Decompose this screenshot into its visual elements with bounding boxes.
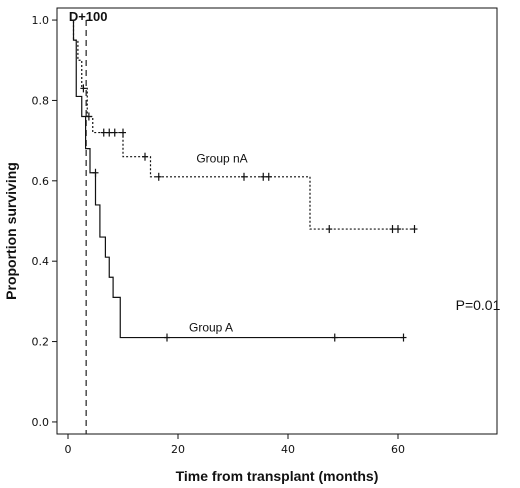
x-tick-label-1: 20 xyxy=(171,443,185,456)
y-tick-label-4: 0.8 xyxy=(32,94,50,107)
series-annotation-0: Group nA xyxy=(196,152,247,166)
axes: 0.0 0.2 0.4 0.6 0.8 1.0 0 20 40 60 Time from trans… xyxy=(3,7,498,484)
y-axis-title: Proportion surviving xyxy=(3,162,19,300)
series-line-1 xyxy=(70,19,404,339)
y-tick-label-1: 0.2 xyxy=(32,336,50,349)
y-tick-label-3: 0.6 xyxy=(32,175,50,188)
x-tick-label-2: 40 xyxy=(281,443,295,456)
y-tick-label-0: 0.0 xyxy=(32,416,50,429)
plot-frame xyxy=(56,7,498,435)
x-tick-label-0: 0 xyxy=(65,443,72,456)
annotations-group: Group nA Group A P=0.01 xyxy=(189,152,501,335)
x-axis-title: Time from transplant (months) xyxy=(176,468,379,484)
reference-line-label: D+100 xyxy=(69,9,108,24)
y-tick-label-2: 0.4 xyxy=(32,255,50,268)
p-value-label: P=0.01 xyxy=(456,297,501,313)
x-tick-label-3: 60 xyxy=(391,443,405,456)
series-group xyxy=(70,19,418,342)
y-tick-label-5: 1.0 xyxy=(32,14,50,27)
series-line-0 xyxy=(70,19,415,230)
series-annotation-1: Group A xyxy=(189,321,233,335)
reference-line-group: D+100 xyxy=(69,9,108,434)
